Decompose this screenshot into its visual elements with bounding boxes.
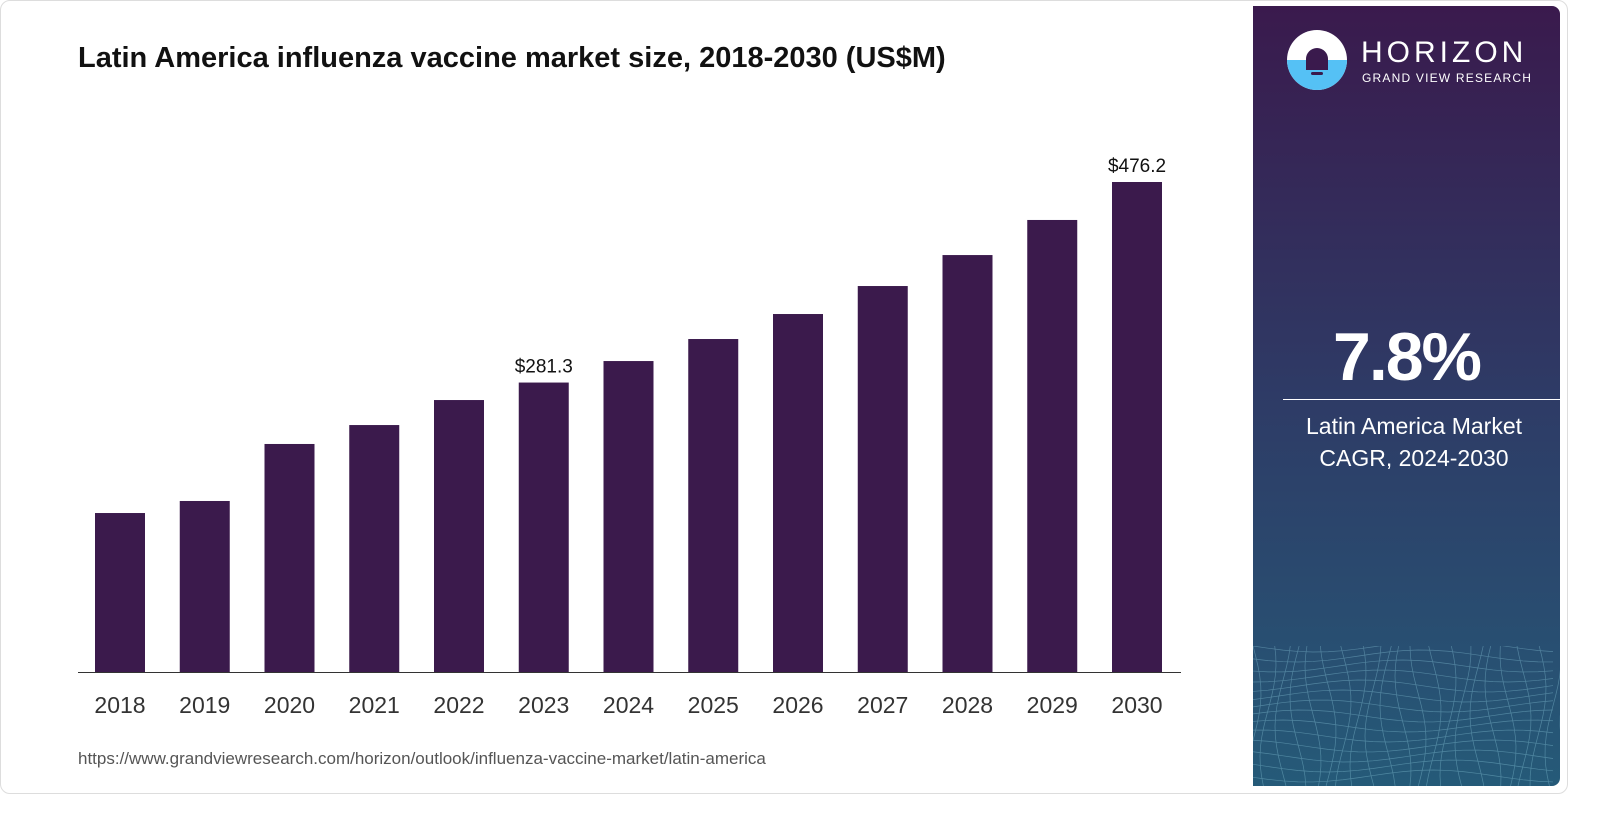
bar-2020: [264, 443, 315, 672]
x-tick-label: 2030: [1111, 692, 1162, 718]
bar-2026: [773, 314, 823, 672]
bar-2030: [1112, 182, 1162, 672]
source-url[interactable]: https://www.grandviewresearch.com/horizo…: [78, 749, 766, 768]
bar-2025: [688, 339, 739, 672]
x-tick-label: 2018: [94, 692, 145, 718]
x-tick-label: 2026: [772, 692, 823, 718]
x-tick-label: 2023: [518, 692, 569, 718]
cagr-label-line2: CAGR, 2024-2030: [1319, 445, 1509, 471]
x-tick-label: 2029: [1027, 692, 1078, 718]
bar-2019: [179, 500, 230, 672]
chart-title: Latin America influenza vaccine market s…: [78, 42, 946, 74]
bar-2029: [1027, 219, 1078, 672]
data-label: $281.3: [515, 357, 573, 378]
bar-2028: [942, 255, 993, 672]
data-label: $476.2: [1108, 156, 1166, 177]
bar-2027: [857, 286, 908, 672]
cagr-value: 7.8%: [1333, 319, 1482, 395]
bar-2024: [603, 361, 654, 672]
bar-2018: [95, 513, 145, 672]
x-tick-label: 2021: [349, 692, 400, 718]
x-tick-label: 2022: [433, 692, 484, 718]
cagr-label-line1: Latin America Market: [1305, 413, 1523, 439]
cagr-label: Latin America Market CAGR, 2024-2030: [1253, 410, 1560, 474]
x-tick-label: 2027: [857, 692, 908, 718]
x-tick-label: 2025: [688, 692, 739, 718]
bar-2021: [349, 425, 400, 672]
mesh-pattern-decoration: [1253, 646, 1560, 786]
bar-2022: [434, 400, 484, 672]
x-tick-label: 2024: [603, 692, 654, 718]
horizon-logo-icon: [1287, 30, 1347, 90]
x-tick-label: 2020: [264, 692, 315, 718]
info-panel: HORIZON GRAND VIEW RESEARCH 7.8% Latin A…: [1253, 6, 1560, 786]
x-tick-label: 2028: [942, 692, 993, 718]
x-tick-label: 2019: [179, 692, 230, 718]
brand-name: HORIZON: [1361, 36, 1528, 69]
bar-2023: [518, 382, 569, 672]
divider: [1283, 399, 1560, 400]
bar-chart: 2018 2019 2020 2021 2022 2023 $281.3 2024 2025 20…: [78, 156, 1181, 718]
brand-subtitle: GRAND VIEW RESEARCH: [1362, 71, 1533, 85]
